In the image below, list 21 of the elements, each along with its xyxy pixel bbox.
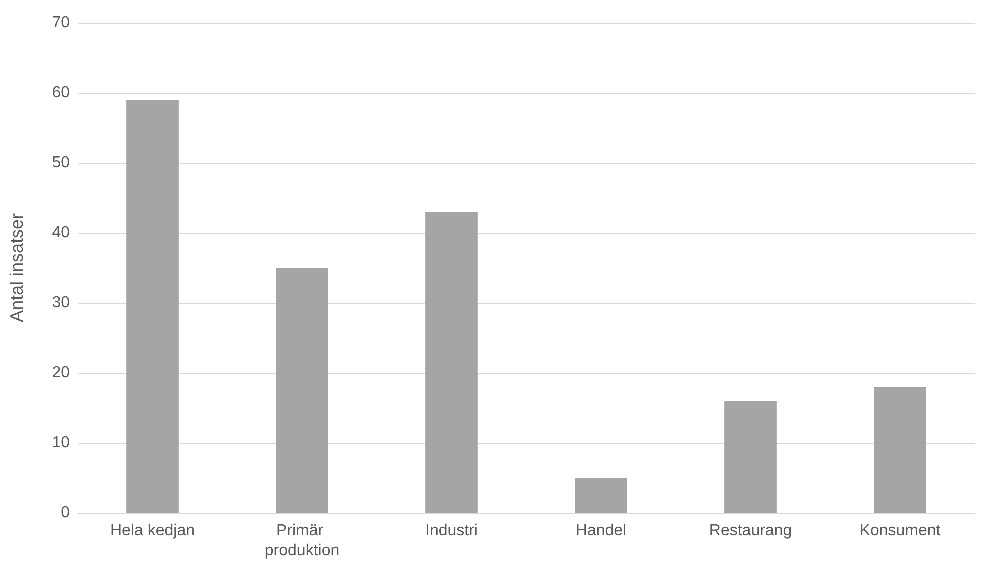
x-tick-label: Primär produktion [264, 522, 340, 560]
bar [126, 100, 179, 513]
y-tick-label: 0 [61, 504, 70, 522]
y-tick-label: 30 [52, 294, 70, 312]
x-tick-label: Restaurang [709, 522, 792, 540]
y-tick-label: 60 [52, 84, 70, 102]
bar [276, 268, 328, 513]
y-axis-title: Antal insatser [7, 213, 27, 323]
x-tick-label: Konsument [860, 522, 942, 540]
y-tick-label: 70 [52, 14, 70, 32]
bar [575, 478, 628, 513]
x-tick-label: Hela kedjan [110, 522, 195, 540]
y-tick-label: 40 [52, 224, 70, 242]
y-tick-label: 20 [52, 364, 70, 382]
bar [426, 212, 478, 513]
y-tick-label: 10 [52, 434, 70, 452]
bar [874, 387, 926, 513]
x-tick-label: Handel [576, 522, 627, 540]
bar [724, 401, 777, 513]
x-tick-label: Industri [426, 522, 478, 540]
y-tick-label: 50 [52, 154, 70, 172]
